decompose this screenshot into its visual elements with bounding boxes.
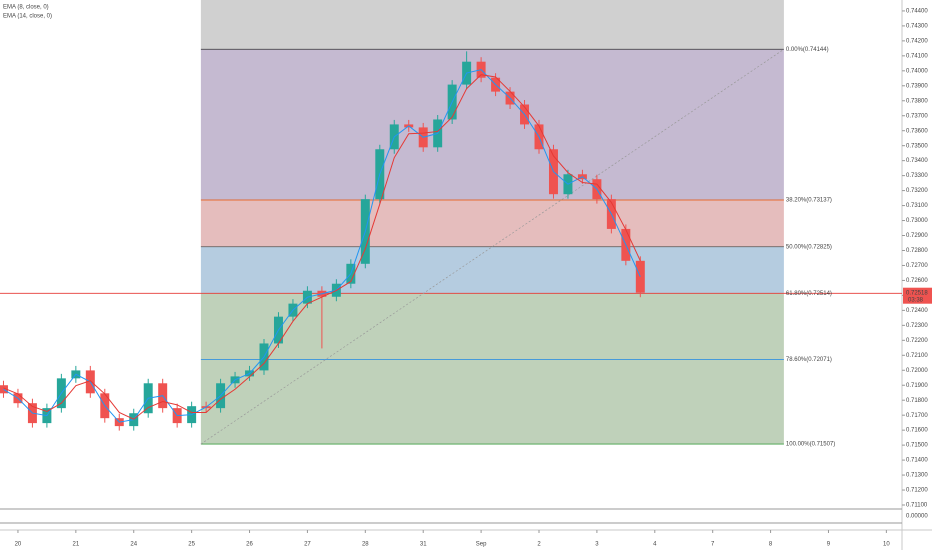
candle-body — [635, 260, 645, 293]
x-tick-label: 10 — [883, 542, 890, 548]
y-tick-label: 0.73400 — [906, 158, 928, 164]
last-price-label: 0.72518 — [906, 290, 928, 296]
x-tick-label: 26 — [246, 542, 253, 548]
x-tick-label: 25 — [188, 542, 195, 548]
y-tick-label: 0.73900 — [906, 83, 928, 89]
y-tick-label: 0.74300 — [906, 23, 928, 29]
fib-trend-line — [200, 48, 785, 445]
y-tick-label: 0.74200 — [906, 38, 928, 44]
x-tick-label: 8 — [769, 542, 773, 548]
x-tick-label: 3 — [595, 542, 599, 548]
lower-y-tick-label: 0.00000 — [906, 514, 928, 520]
x-tick-label: 21 — [72, 542, 79, 548]
y-tick-label: 0.71800 — [906, 398, 928, 404]
y-tick-label: 0.71500 — [906, 443, 928, 449]
y-tick-label: 0.71200 — [906, 488, 928, 494]
x-tick-label: 28 — [362, 542, 369, 548]
y-tick-label: 0.71900 — [906, 383, 928, 389]
y-tick-label: 0.73700 — [906, 113, 928, 119]
fib-level-label: 100.00%(0.71507) — [786, 442, 835, 448]
last-time-label: 03:38 — [908, 297, 924, 303]
y-tick-label: 0.72400 — [906, 308, 928, 314]
fib-region — [200, 246, 784, 294]
fib-region — [200, 293, 784, 360]
fib-region — [200, 200, 784, 247]
ema-line — [3, 74, 641, 420]
fib-level-label: 50.00%(0.72825) — [786, 244, 832, 250]
y-tick-label: 0.73300 — [906, 173, 928, 179]
y-tick-label: 0.71700 — [906, 413, 928, 419]
x-tick-label: 2 — [537, 542, 541, 548]
fib-level-label: 38.20%(0.73137) — [786, 198, 832, 204]
y-tick-label: 0.71400 — [906, 458, 928, 464]
y-tick-label: 0.72800 — [906, 248, 928, 254]
x-tick-label: 24 — [130, 542, 137, 548]
x-tick-label: 31 — [420, 542, 427, 548]
y-tick-label: 0.73200 — [906, 188, 928, 194]
y-tick-label: 0.72300 — [906, 323, 928, 329]
y-tick-label: 0.73600 — [906, 128, 928, 134]
y-tick-label: 0.72900 — [906, 233, 928, 239]
y-tick-label: 0.73000 — [906, 218, 928, 224]
last-price-tag — [903, 287, 932, 304]
fib-top-region — [200, 0, 784, 50]
x-tick-label: Sep — [476, 542, 487, 548]
y-tick-label: 0.72200 — [906, 338, 928, 344]
y-tick-label: 0.74000 — [906, 68, 928, 74]
x-tick-label: 20 — [15, 542, 22, 548]
y-tick-label: 0.74100 — [906, 53, 928, 59]
fib-region — [200, 359, 784, 445]
y-tick-label: 0.73500 — [906, 143, 928, 149]
y-tick-label: 0.74400 — [906, 9, 928, 15]
legend-entry: EMA (8, close, 0) — [3, 5, 49, 11]
x-tick-label: 27 — [304, 542, 311, 548]
y-tick-label: 0.73100 — [906, 203, 928, 209]
fib-region — [200, 49, 784, 201]
x-tick-label: 4 — [653, 542, 657, 548]
y-tick-label: 0.71100 — [906, 503, 928, 509]
y-tick-label: 0.72100 — [906, 353, 928, 359]
y-tick-label: 0.72000 — [906, 368, 928, 374]
y-tick-label: 0.72700 — [906, 263, 928, 269]
fib-level-label: 0.00%(0.74144) — [786, 47, 829, 53]
x-tick-label: 9 — [827, 542, 831, 548]
legend-entry: EMA (14, close, 0) — [3, 14, 52, 20]
y-tick-label: 0.72600 — [906, 278, 928, 284]
fib-level-label: 61.80%(0.72514) — [786, 291, 832, 297]
ema-line — [3, 69, 641, 423]
fib-level-label: 78.60%(0.72071) — [786, 357, 832, 363]
y-tick-label: 0.73800 — [906, 98, 928, 104]
x-tick-label: 7 — [711, 542, 715, 548]
y-tick-label: 0.71600 — [906, 428, 928, 434]
y-tick-label: 0.71300 — [906, 473, 928, 479]
